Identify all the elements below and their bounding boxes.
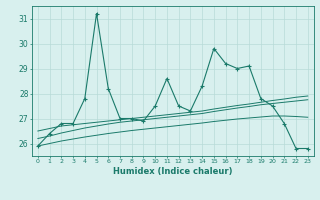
X-axis label: Humidex (Indice chaleur): Humidex (Indice chaleur) (113, 167, 233, 176)
